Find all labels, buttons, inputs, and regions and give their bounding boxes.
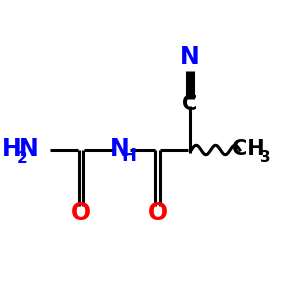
Text: N: N <box>19 136 39 160</box>
Text: N: N <box>110 136 129 160</box>
Text: O: O <box>71 201 91 225</box>
Text: C: C <box>182 94 197 114</box>
Text: 2: 2 <box>16 151 27 166</box>
Text: H: H <box>121 147 136 165</box>
Text: CH: CH <box>232 139 265 158</box>
Text: N: N <box>180 45 200 69</box>
Text: H: H <box>2 136 22 160</box>
Text: O: O <box>148 201 168 225</box>
Text: 3: 3 <box>260 150 270 165</box>
